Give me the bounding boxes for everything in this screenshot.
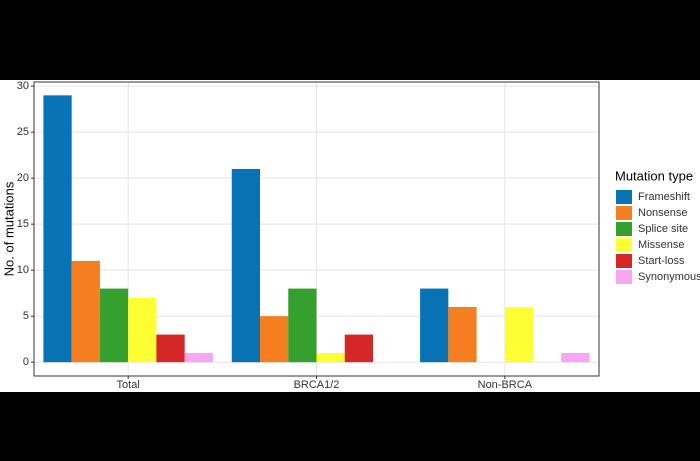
- y-tick-label: 25: [17, 126, 29, 138]
- plot-border: [33, 81, 600, 377]
- bar: [448, 306, 477, 363]
- legend-key: [616, 254, 632, 268]
- y-tick-label: 30: [17, 80, 29, 92]
- bar: [184, 352, 213, 363]
- legend-label: Start-loss: [638, 255, 685, 267]
- bar: [260, 316, 289, 363]
- legend-key: [616, 238, 632, 252]
- bar: [99, 288, 129, 363]
- legend-label: Splice site: [638, 223, 688, 235]
- bar: [420, 288, 449, 363]
- x-tick-label: Total: [117, 379, 140, 391]
- bar: [43, 95, 72, 363]
- y-tick-label: 10: [17, 264, 29, 276]
- y-tick-label: 15: [17, 218, 29, 230]
- legend-title: Mutation type: [615, 168, 693, 183]
- legend-label: Synonymous: [638, 271, 700, 283]
- bar: [231, 168, 260, 363]
- y-tick-label: 20: [17, 172, 29, 184]
- bar: [504, 306, 534, 363]
- legend-key: [616, 190, 632, 204]
- y-tick-label: 0: [23, 356, 29, 368]
- x-tick-label: Non-BRCA: [478, 379, 533, 391]
- legend-label: Frameshift: [638, 191, 690, 203]
- bar: [288, 288, 317, 363]
- legend-label: Missense: [638, 239, 684, 251]
- bar: [316, 352, 345, 363]
- bar: [156, 334, 185, 363]
- legend-key: [616, 206, 632, 220]
- bar: [128, 297, 157, 363]
- legend-label: Nonsense: [638, 207, 688, 219]
- bar: [71, 260, 100, 363]
- y-axis-title: No. of mutations: [1, 181, 16, 276]
- bar: [344, 334, 373, 363]
- legend-key: [616, 270, 632, 284]
- x-tick-label: BRCA1/2: [294, 379, 340, 391]
- y-tick-label: 5: [23, 310, 29, 322]
- legend-key: [616, 222, 632, 236]
- bar: [561, 352, 590, 363]
